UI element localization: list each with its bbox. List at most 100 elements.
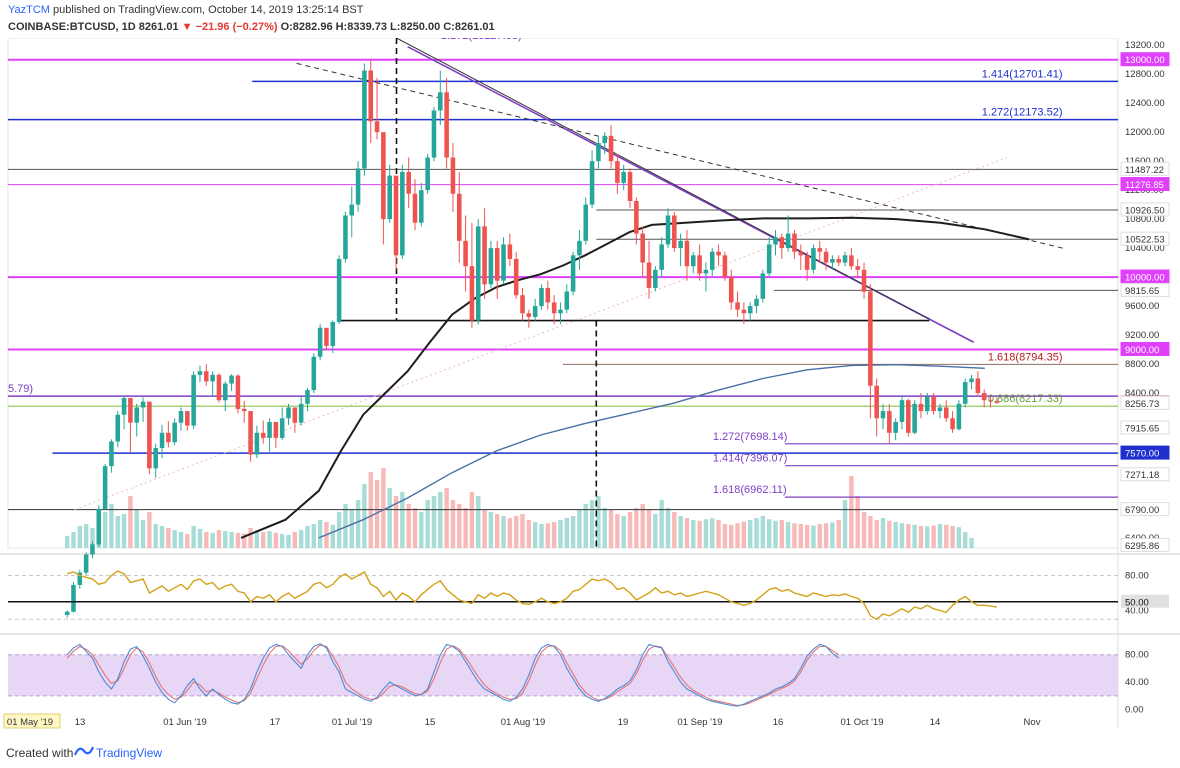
candle-body (501, 244, 506, 281)
candle-body (412, 193, 418, 223)
volume-bar (804, 524, 810, 548)
volume-bar (507, 518, 513, 548)
time-tick-label: 13 (75, 717, 86, 728)
candle-body (343, 215, 348, 259)
time-tick-label: 15 (425, 717, 436, 728)
tradingview-brand[interactable]: TradingView (96, 746, 163, 760)
candle-body (659, 244, 664, 270)
volume-bar (102, 512, 108, 548)
chart-canvas[interactable]: 1.272(13227.83) 1.414(12701.41) 1.272(1217… (0, 38, 1180, 740)
volume-bar (564, 518, 569, 548)
candle-body (140, 401, 146, 408)
volume-bar (956, 527, 962, 548)
candle-body (64, 611, 70, 616)
volume-bar (963, 532, 968, 548)
candle-body (539, 287, 544, 307)
candle-body (874, 385, 879, 419)
candle-body (532, 306, 538, 317)
volume-bar (830, 522, 835, 548)
price-tick-label: 9600.00 (1125, 301, 1159, 312)
fib-label: 1.272(7698.14) (713, 431, 788, 443)
volume-bar (558, 520, 563, 548)
stoch-tick-label: 40.00 (1125, 677, 1149, 688)
candle-body (741, 309, 747, 314)
price-badge (1120, 231, 1170, 246)
volume-bar (545, 523, 551, 548)
candle-body (166, 432, 171, 443)
candle-body (463, 240, 468, 267)
volume-bar (912, 524, 917, 548)
candle-body (311, 356, 317, 391)
candle-body (690, 255, 696, 267)
volume-bar (634, 508, 639, 548)
volume-bar (640, 504, 645, 548)
fib-label: 1.618(8794.35) (988, 351, 1063, 363)
trendline (296, 62, 1063, 249)
candle-body (589, 161, 595, 205)
fib-label: 0.886(8217.33) (988, 393, 1063, 405)
volume-bar (589, 500, 595, 548)
candle-body (703, 269, 709, 274)
trendline (74, 157, 1008, 511)
price-badge-label: 10000.00 (1125, 273, 1165, 284)
symbol-name[interactable]: COINBASE:BTCUSD, 1D (8, 21, 136, 33)
candle-body (102, 466, 108, 509)
price-tick-label: 13200.00 (1125, 40, 1165, 51)
price-badge-label: 7271.18 (1125, 470, 1159, 481)
volume-bar (425, 500, 430, 548)
candle-body (785, 233, 791, 249)
volume-bar (469, 492, 475, 548)
author-link[interactable]: YazTCM (8, 4, 50, 16)
price-badge (1120, 161, 1170, 176)
volume-bar (210, 532, 215, 548)
volume-bar (109, 504, 114, 548)
volume-bar (887, 520, 892, 548)
candle-body (273, 421, 279, 438)
volume-bar (223, 531, 228, 548)
volume-bar (817, 524, 822, 548)
candle-body (450, 157, 456, 194)
volume-bar (621, 516, 626, 548)
volume-bar (659, 500, 664, 548)
date-highlight (3, 713, 61, 729)
volume-bar (393, 496, 399, 548)
candle-body (868, 291, 873, 386)
candle-body (286, 407, 291, 419)
price-badge-label: 13000.00 (1125, 55, 1165, 66)
candle-body (393, 175, 399, 256)
volume-bar (463, 508, 468, 548)
candle-body (608, 135, 614, 162)
volume-bar (204, 532, 209, 548)
volume-bar (874, 520, 879, 548)
candle-body (842, 255, 848, 263)
price-badge (1120, 502, 1170, 517)
candle-body (855, 266, 860, 270)
volume-bar (248, 528, 253, 548)
stoch-tick-label: 0.00 (1125, 705, 1144, 716)
volume-bar (172, 530, 177, 548)
candle-body (792, 233, 797, 252)
volume-bar (684, 518, 690, 548)
volume-bar (608, 510, 614, 548)
volume-bar (691, 520, 696, 548)
volume-bar (178, 532, 184, 548)
candle-body (90, 544, 95, 555)
candle-body (672, 215, 677, 249)
volume-bar (646, 510, 652, 548)
volume-bar (412, 508, 418, 548)
price-badge (1120, 52, 1170, 67)
candle-body (754, 298, 759, 307)
time-tick-label: 01 Jul '19 (332, 717, 372, 728)
volume-bar (457, 504, 462, 548)
price-tick-label: 10800.00 (1125, 214, 1165, 225)
volume-bar (969, 538, 974, 548)
volume-bar (703, 519, 709, 548)
price-badge (1120, 177, 1170, 192)
candle-body (981, 392, 987, 401)
time-tick-label: 01 May '19 (7, 717, 53, 728)
candle-body (121, 398, 127, 415)
volume-bar (672, 512, 677, 548)
tradingview-logo-icon[interactable] (74, 743, 94, 759)
candle-body (665, 215, 671, 245)
volume-bar (121, 514, 127, 548)
